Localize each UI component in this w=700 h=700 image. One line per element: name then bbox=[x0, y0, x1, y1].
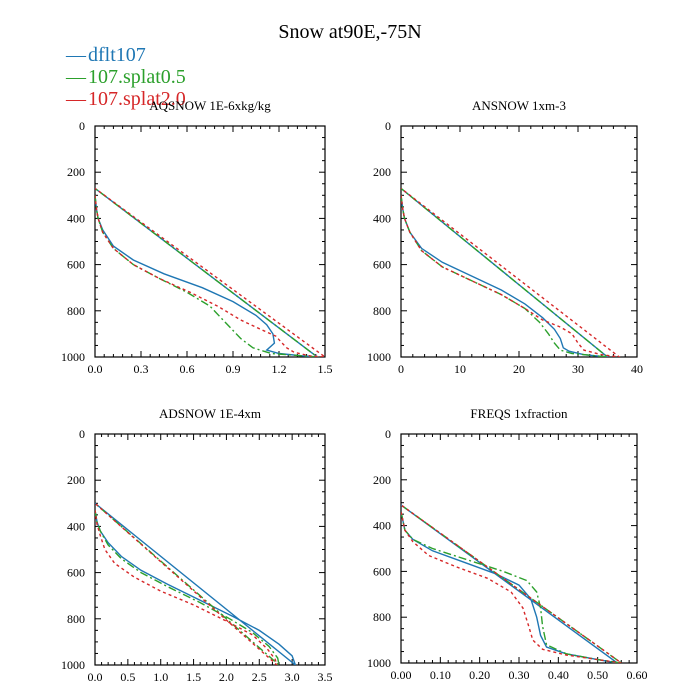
series-group bbox=[95, 502, 297, 665]
series-line-107.splat0.5 bbox=[95, 187, 319, 357]
y-tick-label: 1000 bbox=[61, 658, 85, 672]
y-tick-label: 400 bbox=[373, 211, 391, 225]
panel-3: ADSNOW 1E-4xm 0.0 0.5 1.0 1.5 2.0 2.5 3.0 3.5 0 20… bbox=[61, 406, 333, 684]
x-tick-label: 2.5 bbox=[252, 670, 267, 684]
y-tick-label: 400 bbox=[67, 519, 85, 533]
panel-1: AQSNOW 1E-6xkg/kg 0.0 0.3 0.6 0.9 1.2 1.5 0 200 4… bbox=[61, 98, 333, 376]
x-tick-label: 0 bbox=[398, 362, 404, 376]
series-line-107.splat2.0 bbox=[95, 187, 325, 357]
panel-4: FREQS 1xfraction 0.00 0.10 0.20 0.30 0.40 0.50… bbox=[367, 406, 648, 682]
x-tick-label: 10 bbox=[454, 362, 466, 376]
y-tick-label: 200 bbox=[373, 473, 391, 487]
x-tick-label: 0.50 bbox=[587, 668, 608, 682]
x-tick-label: 2.0 bbox=[219, 670, 234, 684]
x-tick-label: 1.2 bbox=[272, 362, 287, 376]
x-tick-label: 0.3 bbox=[134, 362, 149, 376]
x-tick-label: 1.0 bbox=[153, 670, 168, 684]
x-tick-label: 3.5 bbox=[318, 670, 333, 684]
y-tick-label: 200 bbox=[67, 165, 85, 179]
series-line-dflt107 bbox=[95, 502, 297, 665]
x-tick-label: 0.0 bbox=[88, 362, 103, 376]
x-tick-label: 0.5 bbox=[120, 670, 135, 684]
x-tick-label: 0.00 bbox=[391, 668, 412, 682]
y-tick-label: 200 bbox=[67, 473, 85, 487]
y-tick-label: 200 bbox=[373, 165, 391, 179]
panel-title: AQSNOW 1E-6xkg/kg bbox=[149, 98, 271, 113]
legend-label: 107.splat2.0 bbox=[88, 88, 186, 110]
legend-label: dflt107 bbox=[88, 44, 146, 66]
y-tick-label: 400 bbox=[373, 519, 391, 533]
y-tick-label: 400 bbox=[67, 211, 85, 225]
legend-item-splat2.0: — 107.splat2.0 bbox=[66, 88, 186, 110]
plot-frame bbox=[94, 433, 326, 666]
y-tick-label: 800 bbox=[373, 304, 391, 318]
y-tick-label: 600 bbox=[67, 258, 85, 272]
series-group bbox=[401, 187, 621, 357]
x-tick-label: 0.0 bbox=[88, 670, 103, 684]
plot-frame bbox=[400, 433, 638, 664]
y-tick-label: 0 bbox=[385, 427, 391, 441]
panel-title: FREQS 1xfraction bbox=[470, 406, 568, 421]
y-tick-label: 800 bbox=[67, 304, 85, 318]
x-tick-label: 30 bbox=[572, 362, 584, 376]
x-tick-label: 0.20 bbox=[469, 668, 490, 682]
series-line-107.splat0.5 bbox=[401, 504, 622, 663]
y-tick-label: 600 bbox=[373, 564, 391, 578]
panel-title: ANSNOW 1xm-3 bbox=[472, 98, 566, 113]
x-tick-label: 40 bbox=[631, 362, 643, 376]
y-tick-label: 0 bbox=[79, 119, 85, 133]
x-tick-label: 0.40 bbox=[548, 668, 569, 682]
x-tick-label: 0.10 bbox=[430, 668, 451, 682]
legend-swatch: — bbox=[66, 66, 86, 88]
x-tick-label: 0.60 bbox=[627, 668, 648, 682]
plot-frame bbox=[94, 125, 326, 358]
legend-swatch: — bbox=[66, 44, 86, 66]
figure-title: Snow at90E,-75N bbox=[278, 21, 422, 43]
series-line-107.splat2.0 bbox=[401, 187, 621, 357]
x-tick-label: 0.30 bbox=[509, 668, 530, 682]
x-tick-label: 0.6 bbox=[180, 362, 195, 376]
plot-frame bbox=[400, 125, 638, 358]
y-tick-label: 600 bbox=[67, 566, 85, 580]
legend-label: 107.splat0.5 bbox=[88, 66, 186, 88]
panel-title: ADSNOW 1E-4xm bbox=[159, 406, 261, 421]
y-tick-label: 0 bbox=[79, 427, 85, 441]
x-tick-label: 20 bbox=[513, 362, 525, 376]
x-tick-label: 3.0 bbox=[285, 670, 300, 684]
x-tick-label: 1.5 bbox=[186, 670, 201, 684]
y-tick-label: 1000 bbox=[367, 656, 391, 670]
y-tick-label: 1000 bbox=[61, 350, 85, 364]
legend: — dflt107 — 107.splat0.5 — 107.splat2.0 bbox=[66, 44, 186, 110]
legend-item-dflt107: — dflt107 bbox=[66, 44, 186, 66]
y-tick-label: 1000 bbox=[367, 350, 391, 364]
y-tick-label: 0 bbox=[385, 119, 391, 133]
x-tick-label: 0.9 bbox=[226, 362, 241, 376]
legend-item-splat0.5: — 107.splat0.5 bbox=[66, 66, 186, 88]
series-group bbox=[95, 187, 325, 357]
y-tick-label: 800 bbox=[67, 612, 85, 626]
x-tick-label: 1.5 bbox=[318, 362, 333, 376]
series-line-107.splat2.0 bbox=[401, 504, 622, 663]
legend-swatch: — bbox=[66, 88, 86, 110]
y-tick-label: 800 bbox=[373, 610, 391, 624]
series-group bbox=[401, 504, 622, 663]
series-line-107.splat0.5 bbox=[95, 502, 280, 665]
y-tick-label: 600 bbox=[373, 258, 391, 272]
series-line-107.splat0.5 bbox=[401, 187, 609, 357]
series-line-107.splat2.0 bbox=[95, 502, 278, 665]
